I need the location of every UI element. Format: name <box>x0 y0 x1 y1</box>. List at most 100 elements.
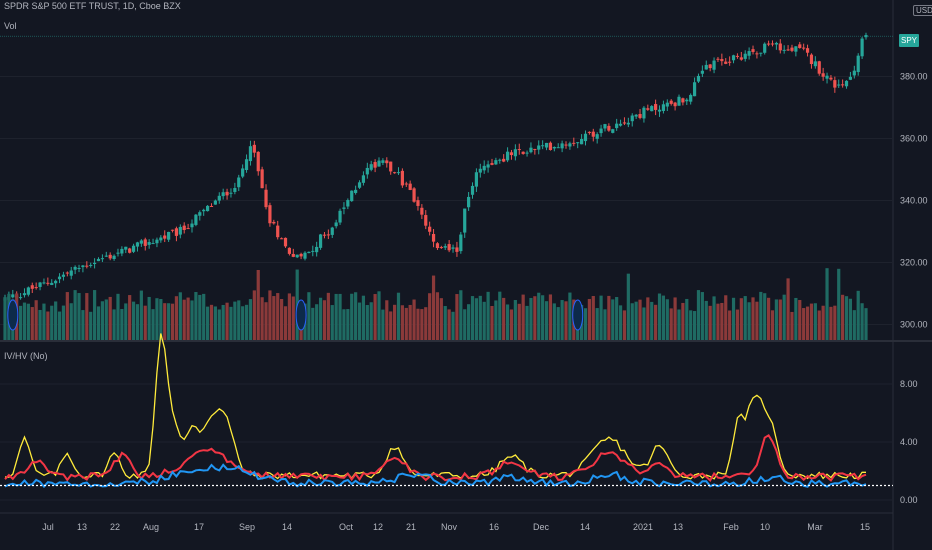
volume-bar <box>361 295 366 340</box>
candle-body <box>463 208 467 233</box>
candle-body <box>576 142 580 144</box>
candle-body <box>661 104 666 111</box>
candle-body <box>685 99 689 102</box>
volume-bar <box>525 305 529 340</box>
x-tick-label: Mar <box>807 522 823 532</box>
volume-bar <box>190 300 194 340</box>
volume-bar <box>389 311 393 340</box>
volume-bar <box>112 309 116 340</box>
volume-bar <box>599 295 603 340</box>
volume-bar <box>416 308 420 340</box>
volume-bar <box>400 305 404 340</box>
volume-bar <box>42 303 46 340</box>
candle-body <box>303 252 307 259</box>
indicator-label: IV/HV (No) <box>4 351 48 361</box>
candle-body <box>315 246 319 253</box>
candle-body <box>638 114 642 118</box>
volume-bar <box>50 305 54 340</box>
candle-body <box>225 191 229 196</box>
volume-bar <box>272 296 276 340</box>
volume-bar <box>747 302 751 340</box>
candle-body <box>579 139 584 145</box>
indicator-y-tick-label: 8.00 <box>900 379 918 389</box>
candle-body <box>69 270 73 276</box>
volume-bar <box>57 311 62 340</box>
candle-body <box>724 61 728 64</box>
candle-body <box>30 285 34 289</box>
candle-body <box>809 54 814 65</box>
candle-body <box>552 146 556 149</box>
candle-body <box>213 200 217 205</box>
candle-body <box>389 161 393 172</box>
volume-bar <box>622 310 627 340</box>
volume-bar <box>728 310 732 340</box>
volume-bar <box>89 311 93 340</box>
candle-body <box>704 64 708 70</box>
volume-bar <box>490 306 494 340</box>
volume-bar <box>38 309 42 340</box>
volume-bar <box>447 309 451 340</box>
candle-body <box>81 265 85 268</box>
candle-body <box>139 240 143 244</box>
candle-body <box>439 247 443 249</box>
volume-bar <box>864 308 868 340</box>
volume-bar <box>365 305 369 340</box>
volume-bar <box>844 296 849 340</box>
volume-bar <box>724 295 728 340</box>
volume-bar <box>412 299 416 340</box>
volume-bar <box>669 308 673 340</box>
volume-bar <box>174 296 179 340</box>
volume-bar <box>770 310 775 340</box>
candle-body <box>135 242 140 247</box>
candle-body <box>525 152 529 154</box>
candle-body <box>603 124 607 129</box>
candle-body <box>264 189 268 208</box>
currency-label[interactable]: USD <box>913 5 932 16</box>
candle-body <box>728 61 732 63</box>
candle-body <box>311 250 315 252</box>
volume-bar <box>716 303 720 340</box>
candle-body <box>237 177 241 188</box>
candle-body <box>124 246 128 250</box>
volume-bar <box>248 299 253 340</box>
candle-body <box>591 131 595 137</box>
candle-body <box>299 253 303 257</box>
candle-body <box>611 129 615 133</box>
candle-body <box>334 222 338 227</box>
candle-body <box>864 35 868 38</box>
volume-bar <box>135 304 140 340</box>
candle-body <box>572 142 576 144</box>
candle-body <box>759 52 763 54</box>
candle-body <box>529 147 533 153</box>
volume-bar <box>646 297 650 340</box>
candle-body <box>108 254 112 259</box>
candle-body <box>412 188 416 202</box>
candle-body <box>712 60 716 70</box>
volume-bar <box>665 299 669 340</box>
candle-body <box>689 94 693 102</box>
candle-body <box>272 221 276 224</box>
volume-bar <box>315 304 319 340</box>
candle-body <box>798 44 802 49</box>
volume-bar <box>22 302 27 340</box>
candle-body <box>470 185 475 195</box>
volume-bar <box>346 309 350 340</box>
volume-bar <box>564 301 568 340</box>
volume-bar <box>225 302 229 340</box>
candle-body <box>93 262 97 264</box>
volume-bar <box>852 310 856 340</box>
volume-bar <box>408 304 412 340</box>
volume-bar <box>73 290 77 340</box>
volume-bar <box>856 290 860 340</box>
dividend-marker-icon <box>7 299 19 331</box>
candle-body <box>54 280 58 284</box>
candle-body <box>794 46 798 52</box>
candle-body <box>599 128 603 134</box>
candle-body <box>89 264 93 266</box>
candle-body <box>841 84 845 86</box>
candle-body <box>431 233 436 242</box>
volume-bar <box>170 303 175 340</box>
symbol-price-badge: SPY <box>899 34 920 47</box>
candle-body <box>564 144 568 146</box>
